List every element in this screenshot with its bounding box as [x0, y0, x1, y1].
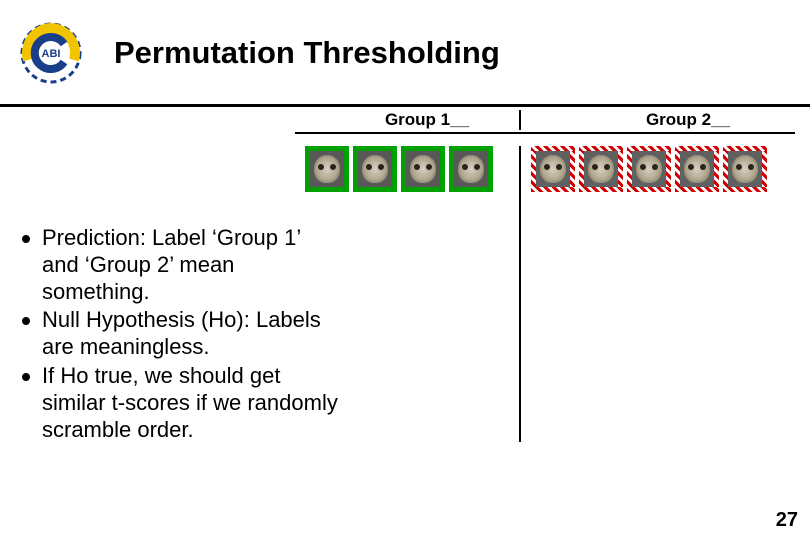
- bullet-item: If Ho true, we should get similar t-scor…: [18, 363, 343, 443]
- brain-card: [449, 146, 493, 192]
- page-number: 27: [776, 509, 798, 532]
- brain-icon: [636, 155, 662, 183]
- group-header-row: Group 1__ Group 2__: [295, 110, 795, 134]
- group-2-icons: [521, 146, 795, 442]
- group-2-header: Group 2__: [521, 110, 795, 130]
- brain-card: [305, 146, 349, 192]
- brain-icon: [684, 155, 710, 183]
- brain-card: [627, 146, 671, 192]
- abi-logo: ABI: [18, 20, 84, 86]
- slide-title: Permutation Thresholding: [114, 35, 500, 71]
- brain-card: [675, 146, 719, 192]
- bullet-item: Prediction: Label ‘Group 1’ and ‘Group 2…: [18, 225, 343, 305]
- brain-card: [579, 146, 623, 192]
- group-icons-row: [295, 134, 795, 442]
- brain-icon: [540, 155, 566, 183]
- brain-icon: [410, 155, 436, 183]
- brain-icon: [588, 155, 614, 183]
- brain-card: [353, 146, 397, 192]
- brain-icon: [362, 155, 388, 183]
- brain-icon: [732, 155, 758, 183]
- brain-card: [401, 146, 445, 192]
- brain-card: [723, 146, 767, 192]
- group-1-header: Group 1__: [295, 110, 521, 130]
- brain-icon: [314, 155, 340, 183]
- logo-text: ABI: [42, 48, 61, 60]
- bullet-list: Prediction: Label ‘Group 1’ and ‘Group 2…: [18, 225, 343, 446]
- brain-icon: [458, 155, 484, 183]
- groups-table: Group 1__ Group 2__: [295, 110, 795, 442]
- slide-header: ABI Permutation Thresholding: [0, 0, 810, 107]
- brain-card: [531, 146, 575, 192]
- bullet-item: Null Hypothesis (Ho): Labels are meaning…: [18, 307, 343, 361]
